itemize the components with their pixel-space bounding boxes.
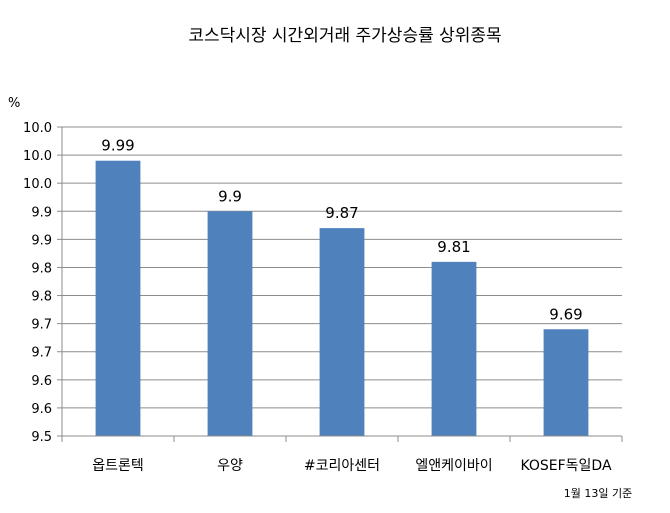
- y-tick-label: 9.7: [31, 318, 52, 333]
- y-tick-label: 9.8: [31, 290, 52, 305]
- bar: [207, 211, 253, 436]
- chart-title: 코스닥시장 시간외거래 주가상승률 상위종목: [188, 26, 501, 46]
- y-tick-label: 9.5: [31, 430, 52, 445]
- y-tick-label: 9.6: [31, 402, 52, 417]
- bar: [95, 160, 141, 436]
- labels: 9.5 9.6 9.6 9.7 9.7 9.8 9.8 9.9 9.9 10.0 10.0 10.0 9…: [23, 121, 612, 474]
- y-tick-label: 9.7: [31, 346, 52, 361]
- data-label: 9.69: [549, 305, 582, 323]
- x-tick-label: KOSEF독일DA: [520, 458, 612, 474]
- y-tick-label: 9.9: [31, 205, 52, 220]
- y-tick-label: 9.8: [31, 261, 52, 276]
- bar: [431, 261, 477, 436]
- date-note: 1월 13일 기준: [564, 486, 632, 500]
- y-tick-label: 9.6: [31, 374, 52, 389]
- x-tick-label: 우양: [217, 458, 243, 474]
- x-tick-label: 엘앤케이바이: [415, 458, 492, 474]
- y-tick-label: 10.0: [23, 121, 52, 136]
- y-tick-label: 10.0: [23, 149, 52, 164]
- data-label: 9.9: [218, 187, 242, 205]
- bars: [95, 160, 589, 436]
- y-tick-label: 10.0: [23, 177, 52, 192]
- y-axis-unit-label: %: [8, 96, 20, 111]
- bar: [319, 228, 365, 436]
- y-tick-label: 9.9: [31, 233, 52, 248]
- data-label: 9.87: [325, 204, 358, 222]
- data-label: 9.99: [101, 137, 134, 155]
- x-tick-label: 옵트론텍: [92, 458, 144, 474]
- x-tick-label: #코리아센터: [304, 458, 380, 474]
- data-label: 9.81: [437, 238, 470, 256]
- axes: [57, 126, 623, 442]
- bar: [543, 329, 589, 436]
